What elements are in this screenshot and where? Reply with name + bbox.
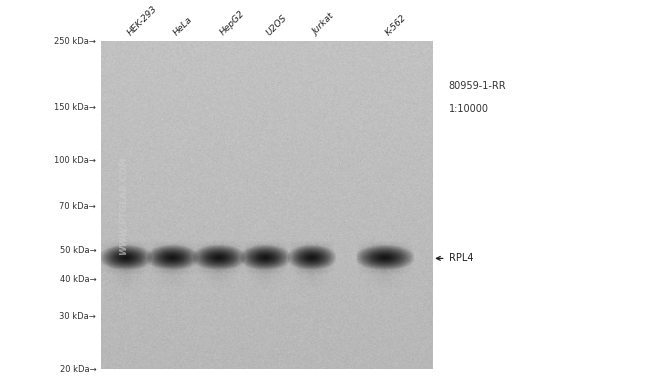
Text: K-562: K-562 xyxy=(384,13,409,37)
Text: 80959-1-RR: 80959-1-RR xyxy=(448,81,506,91)
Text: Jurkat: Jurkat xyxy=(311,12,336,37)
Text: 40 kDa→: 40 kDa→ xyxy=(60,275,96,284)
Text: 1:10000: 1:10000 xyxy=(448,104,489,115)
Text: HeLa: HeLa xyxy=(172,15,194,37)
Text: 70 kDa→: 70 kDa→ xyxy=(59,202,96,211)
Text: HepG2: HepG2 xyxy=(218,9,246,37)
Text: 20 kDa→: 20 kDa→ xyxy=(60,365,96,374)
Text: WWW.PTGLAB.COM: WWW.PTGLAB.COM xyxy=(120,156,129,255)
Text: U2OS: U2OS xyxy=(265,13,289,37)
Text: 30 kDa→: 30 kDa→ xyxy=(59,312,96,321)
Text: 250 kDa→: 250 kDa→ xyxy=(55,36,96,46)
Text: RPL4: RPL4 xyxy=(436,253,473,264)
Text: HEK-293: HEK-293 xyxy=(125,4,159,37)
Text: 100 kDa→: 100 kDa→ xyxy=(55,156,96,165)
Text: 50 kDa→: 50 kDa→ xyxy=(60,246,96,255)
Text: 150 kDa→: 150 kDa→ xyxy=(55,103,96,112)
